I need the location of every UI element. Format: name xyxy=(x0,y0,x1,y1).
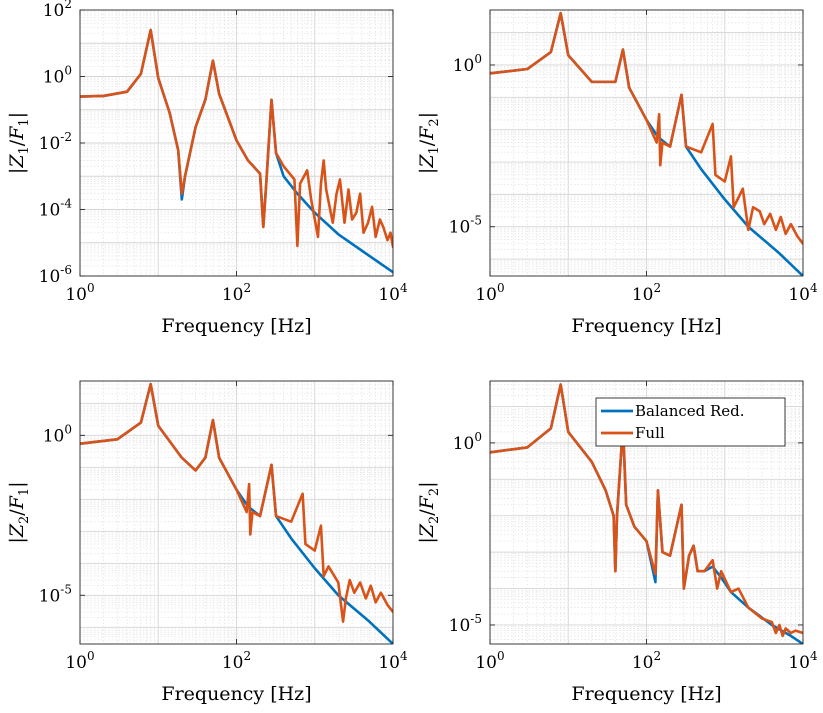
x-tick-label: 102 xyxy=(222,649,251,673)
y-tick-label: 100 xyxy=(453,52,482,76)
x-tick-label: 100 xyxy=(475,649,504,673)
x-axis-label: Frequency [Hz] xyxy=(571,315,721,337)
tick-marks xyxy=(79,381,394,644)
x-tick-label: 102 xyxy=(632,281,661,305)
x-tick-label: 102 xyxy=(222,281,251,305)
y-tick-label: 10-2 xyxy=(39,130,72,154)
subplot-z1-f2: 100 102 104 100 10-5 Frequency [Hz] |Z1/F2| xyxy=(416,9,818,337)
series-group xyxy=(490,11,803,276)
tick-marks xyxy=(489,381,804,644)
x-tick-label: 100 xyxy=(65,281,94,305)
x-tick-label: 100 xyxy=(65,649,94,673)
series-line-full xyxy=(490,11,803,245)
y-tick-label: 100 xyxy=(43,422,72,446)
x-tick-label: 100 xyxy=(475,281,504,305)
grid xyxy=(490,10,803,276)
x-axis-label: Frequency [Hz] xyxy=(161,315,311,337)
series-line-full xyxy=(490,383,803,638)
y-tick-label: 10-5 xyxy=(449,612,482,636)
subplot-z2-f1: 100 102 104 100 10-5 Frequency [Hz] |Z2/F1| xyxy=(6,380,408,705)
legend: Balanced Red. Full xyxy=(595,397,786,447)
y-axis-label: |Z1/F2| xyxy=(416,112,442,174)
tick-marks xyxy=(489,10,804,276)
grid xyxy=(80,10,393,276)
x-tick-label: 102 xyxy=(632,649,661,673)
series-group xyxy=(80,382,393,644)
legend-label: Balanced Red. xyxy=(635,402,745,420)
y-axis-label: |Z2/F2| xyxy=(416,481,442,543)
series-group xyxy=(80,28,393,274)
x-axis-label: Frequency [Hz] xyxy=(571,683,721,705)
x-tick-label: 104 xyxy=(788,281,818,305)
y-axis-label: |Z2/F1| xyxy=(6,481,32,543)
y-tick-label: 10-4 xyxy=(39,197,73,221)
y-axis-label: |Z1/F1| xyxy=(6,112,32,174)
subplot-z1-f1: 100 102 104 102 100 10-2 10-4 10-6 Frequency [Hz… xyxy=(6,0,408,337)
y-tick-label: 10-5 xyxy=(39,582,72,606)
subplot-z2-f2: 100 102 104 100 10-5 Frequency [Hz] |Z2/F2| Bal… xyxy=(416,380,818,705)
series-line-full xyxy=(80,382,393,623)
tick-marks xyxy=(79,9,394,277)
x-tick-label: 104 xyxy=(788,649,818,673)
series-group xyxy=(490,383,803,644)
y-tick-label: 102 xyxy=(43,0,72,21)
series-line-full xyxy=(80,28,393,249)
y-tick-label: 10-6 xyxy=(39,263,72,287)
y-tick-label: 100 xyxy=(453,430,482,454)
grid xyxy=(80,381,393,644)
legend-label: Full xyxy=(635,424,665,442)
x-axis-label: Frequency [Hz] xyxy=(161,683,311,705)
y-tick-label: 100 xyxy=(43,64,72,88)
x-tick-label: 104 xyxy=(378,281,408,305)
x-tick-label: 104 xyxy=(378,649,408,673)
legend-box xyxy=(595,397,786,447)
y-tick-label: 10-5 xyxy=(449,214,482,238)
